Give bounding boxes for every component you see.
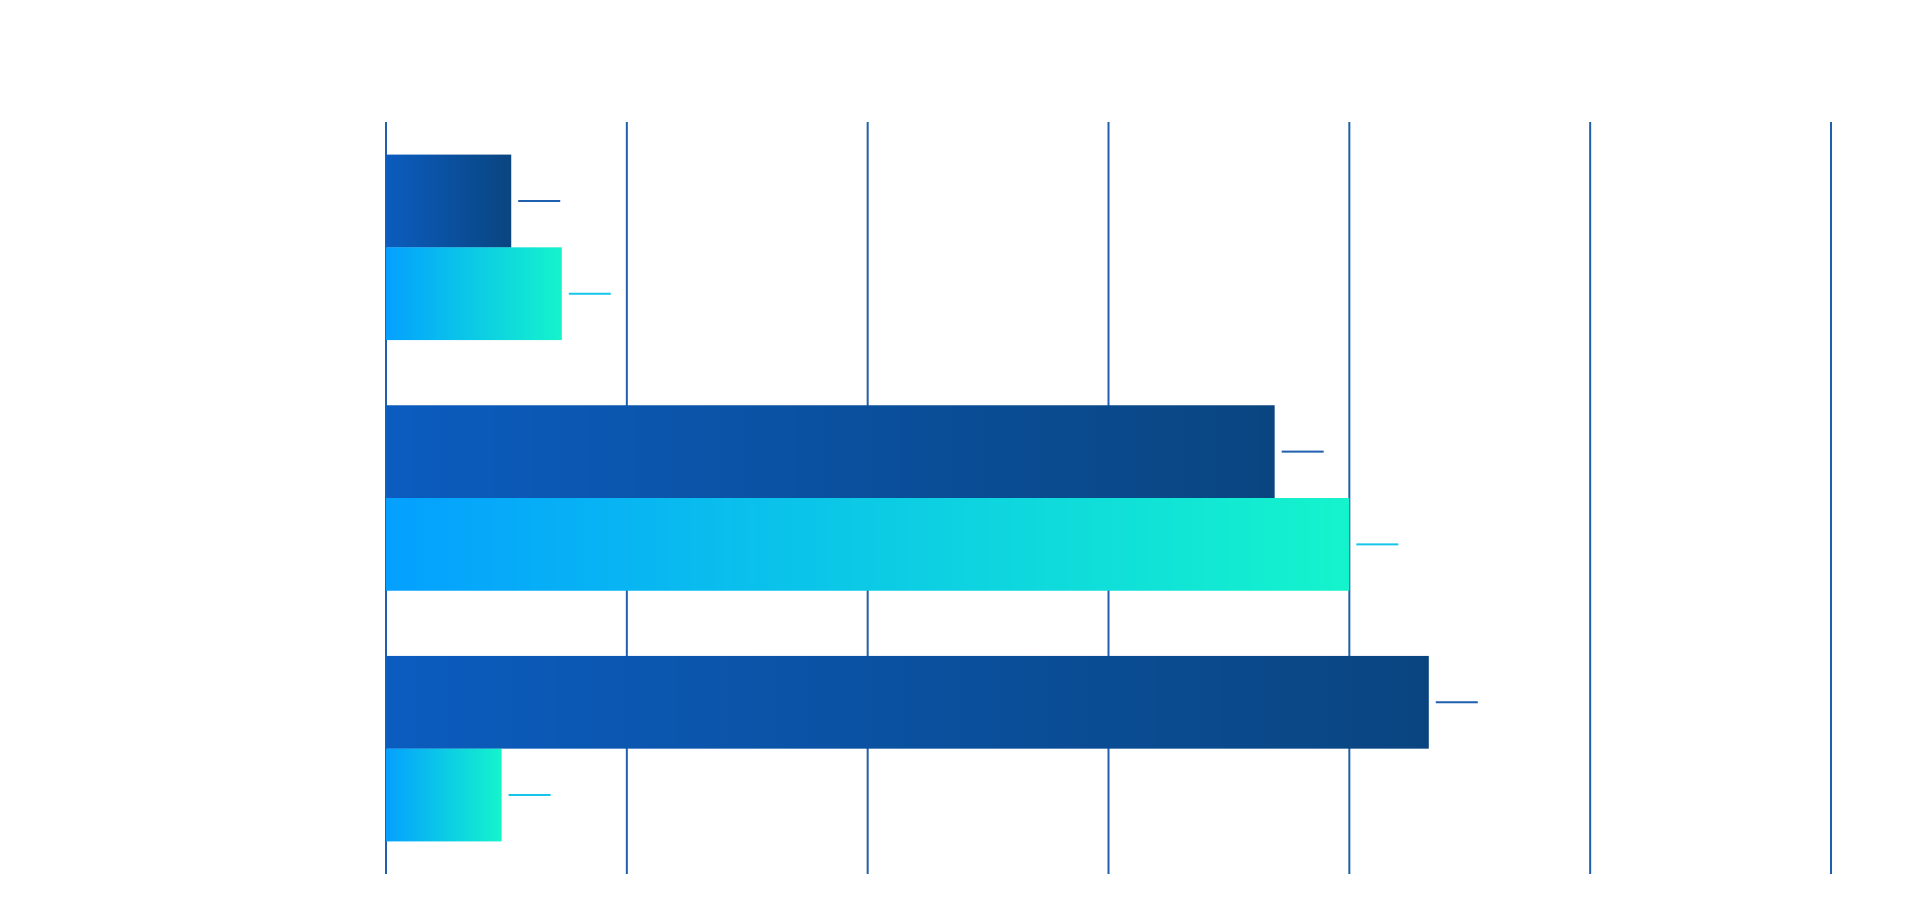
bar (386, 154, 512, 248)
bar (386, 748, 502, 842)
bar (386, 247, 562, 341)
bar (386, 655, 1429, 749)
bar (386, 498, 1350, 591)
bar (386, 405, 1275, 498)
